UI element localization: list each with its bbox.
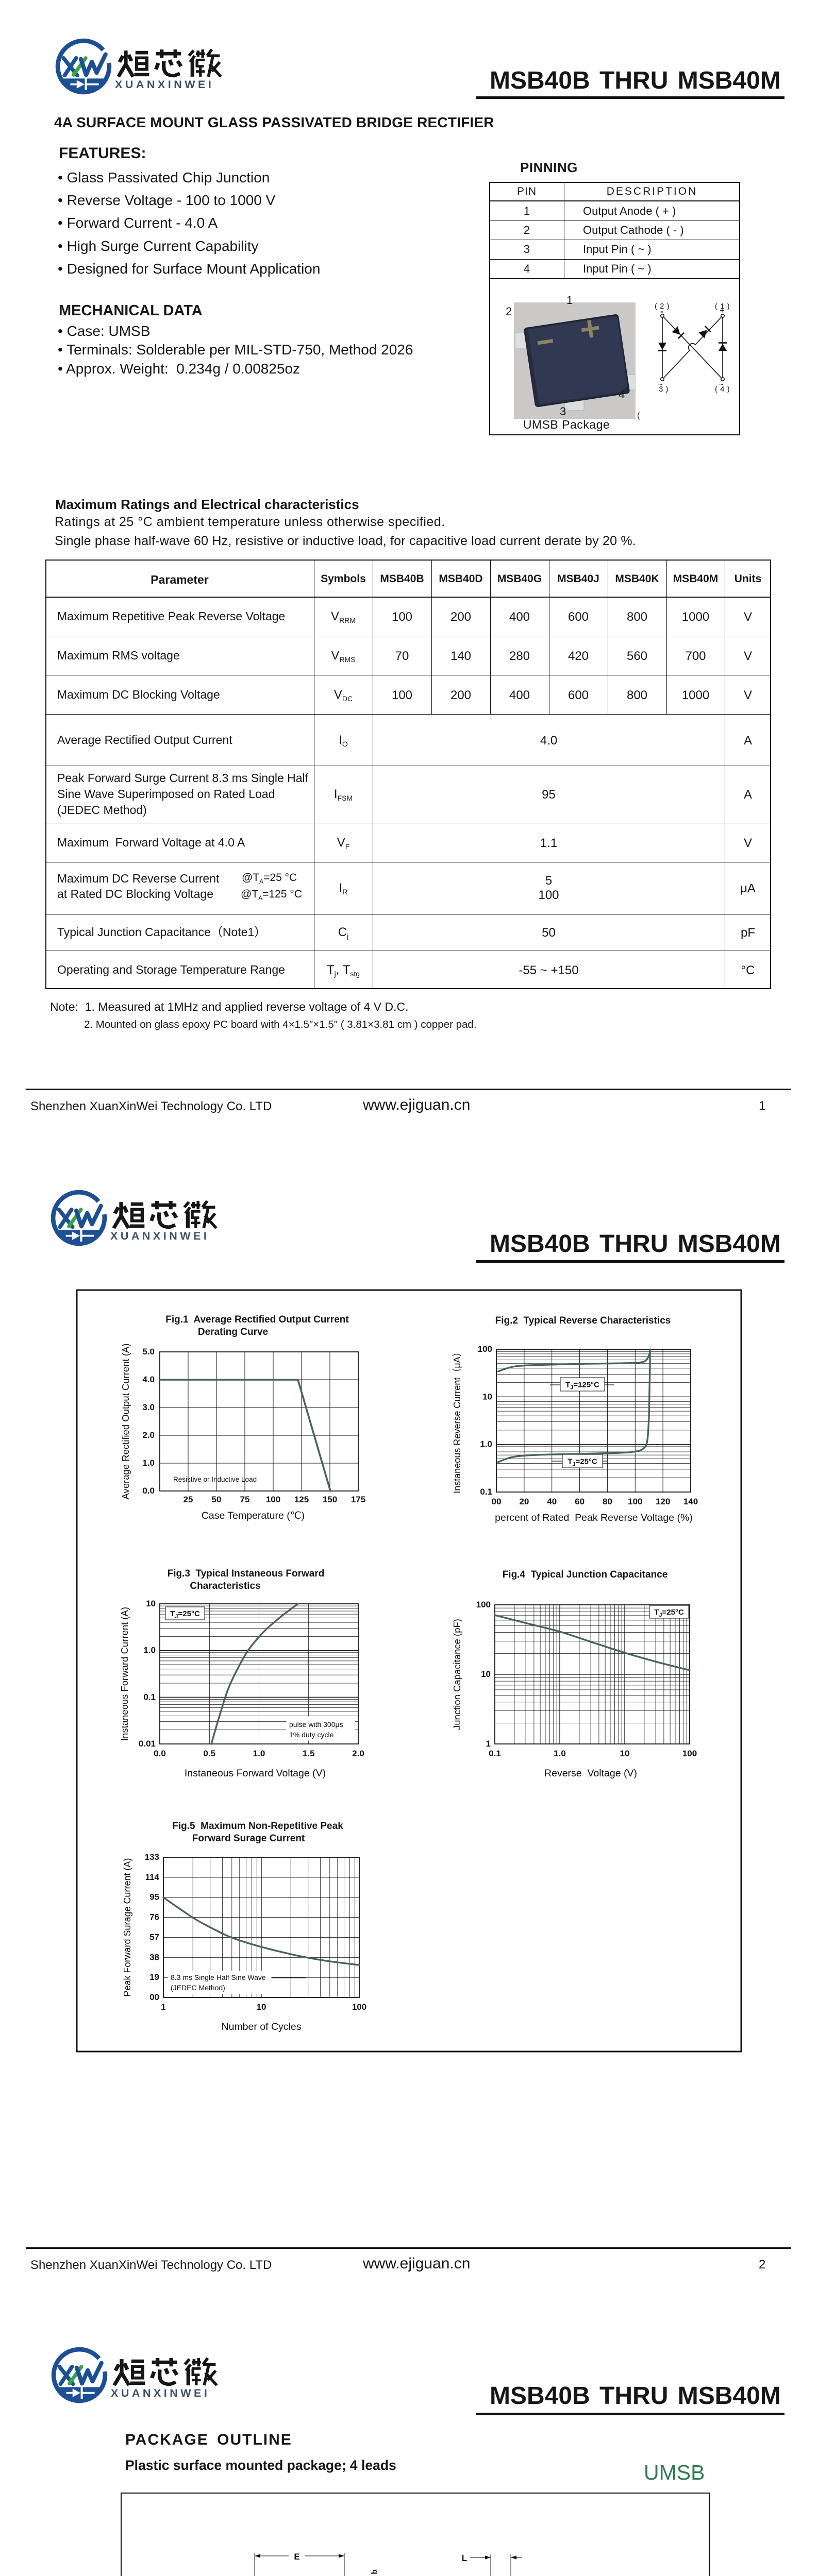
svg-text:25: 25	[183, 1495, 193, 1504]
svg-text:TJ=125°C: TJ=125°C	[565, 1381, 599, 1391]
svg-text:76: 76	[149, 1912, 159, 1922]
svg-text:10: 10	[481, 1669, 491, 1679]
svg-text:Resistive or Inductive Load: Resistive or Inductive Load	[173, 1476, 257, 1483]
svg-text:100: 100	[628, 1497, 642, 1506]
svg-text:Reverse Voltage (V): Reverse Voltage (V)	[544, 1768, 637, 1779]
svg-text:1% duty cycle: 1% duty cycle	[289, 1731, 334, 1739]
svg-text:Peak Forward Surage Current (A: Peak Forward Surage Current (A)	[122, 1858, 132, 1996]
svg-text:50: 50	[212, 1495, 222, 1504]
svg-text:100: 100	[478, 1344, 492, 1354]
svg-text:pulse with 300μs: pulse with 300μs	[289, 1720, 343, 1728]
svg-text:0.1: 0.1	[489, 1749, 501, 1758]
svg-text:133: 133	[145, 1852, 159, 1862]
svg-text:5.0: 5.0	[142, 1347, 155, 1357]
svg-text:120: 120	[656, 1497, 670, 1506]
svg-text:Average Rectified Output Curre: Average Rectified Output Current (A)	[120, 1344, 131, 1500]
svg-text:40: 40	[547, 1497, 557, 1506]
svg-text:0.01: 0.01	[139, 1739, 156, 1749]
svg-text:00: 00	[149, 1992, 159, 2002]
svg-text:0.5: 0.5	[203, 1749, 215, 1758]
svg-text:1.0: 1.0	[554, 1749, 566, 1758]
svg-text:2.0: 2.0	[142, 1430, 155, 1440]
svg-text:1.0: 1.0	[142, 1458, 155, 1468]
svg-text:2.0: 2.0	[352, 1749, 364, 1758]
svg-text:75: 75	[240, 1495, 250, 1504]
svg-text:10: 10	[146, 1599, 156, 1608]
svg-text:percent of Rated Peak Reverse: percent of Rated Peak Reverse Voltage (%…	[495, 1512, 693, 1523]
svg-text:b: b	[370, 2569, 379, 2574]
svg-text:125: 125	[294, 1495, 309, 1504]
svg-text:1: 1	[486, 1739, 491, 1749]
svg-text:(JEDEC Method): (JEDEC Method)	[171, 1984, 225, 1992]
svg-text:114: 114	[145, 1872, 160, 1882]
svg-text:1.0: 1.0	[143, 1646, 156, 1655]
svg-text:100: 100	[476, 1600, 491, 1609]
svg-text:Case Temperature (℃): Case Temperature (℃)	[202, 1510, 305, 1521]
svg-text:20: 20	[519, 1497, 529, 1506]
svg-text:38: 38	[149, 1952, 159, 1962]
svg-text:Number of Cycles: Number of Cycles	[222, 2021, 302, 2032]
svg-text:10: 10	[257, 2002, 266, 2012]
svg-text:Instaneous Reverse Current（μA）: Instaneous Reverse Current（μA）	[452, 1347, 462, 1494]
svg-text:0.1: 0.1	[480, 1487, 492, 1497]
svg-text:100: 100	[352, 2002, 366, 2012]
svg-text:TJ=25°C: TJ=25°C	[654, 1608, 684, 1618]
svg-text:80: 80	[603, 1497, 612, 1506]
svg-text:Junction Capacitance (pF): Junction Capacitance (pF)	[452, 1619, 462, 1730]
svg-text:10: 10	[620, 1749, 630, 1758]
svg-text:TJ=25°C: TJ=25°C	[567, 1458, 597, 1468]
svg-text:100: 100	[266, 1495, 280, 1504]
svg-text:60: 60	[575, 1497, 585, 1506]
svg-text:0.0: 0.0	[154, 1749, 166, 1758]
svg-text:150: 150	[323, 1495, 337, 1504]
svg-text:10: 10	[482, 1392, 492, 1401]
svg-text:57: 57	[149, 1932, 159, 1942]
svg-text:95: 95	[149, 1892, 159, 1902]
svg-text:3.0: 3.0	[142, 1402, 155, 1412]
svg-text:L: L	[462, 2553, 467, 2563]
svg-text:Instaneous Forward Current (A): Instaneous Forward Current (A)	[119, 1607, 130, 1741]
svg-text:8.3 ms Single Half Sine Wave: 8.3 ms Single Half Sine Wave	[171, 1973, 266, 1981]
svg-text:19: 19	[149, 1972, 159, 1982]
svg-text:140: 140	[683, 1497, 698, 1506]
svg-text:4.0: 4.0	[142, 1375, 155, 1384]
svg-text:0.0: 0.0	[142, 1486, 155, 1496]
svg-text:00: 00	[492, 1497, 502, 1506]
svg-text:1.0: 1.0	[253, 1749, 265, 1758]
svg-text:175: 175	[351, 1495, 365, 1504]
svg-text:0.1: 0.1	[143, 1692, 156, 1702]
svg-text:1: 1	[161, 2002, 165, 2012]
svg-text:E: E	[294, 2552, 299, 2562]
svg-text:1.0: 1.0	[480, 1439, 492, 1449]
svg-text:1.5: 1.5	[303, 1749, 315, 1758]
svg-text:TJ=25°C: TJ=25°C	[170, 1609, 200, 1620]
svg-text:100: 100	[682, 1749, 697, 1758]
svg-text:Instaneous Forward Voltage (V): Instaneous Forward Voltage (V)	[185, 1768, 326, 1779]
